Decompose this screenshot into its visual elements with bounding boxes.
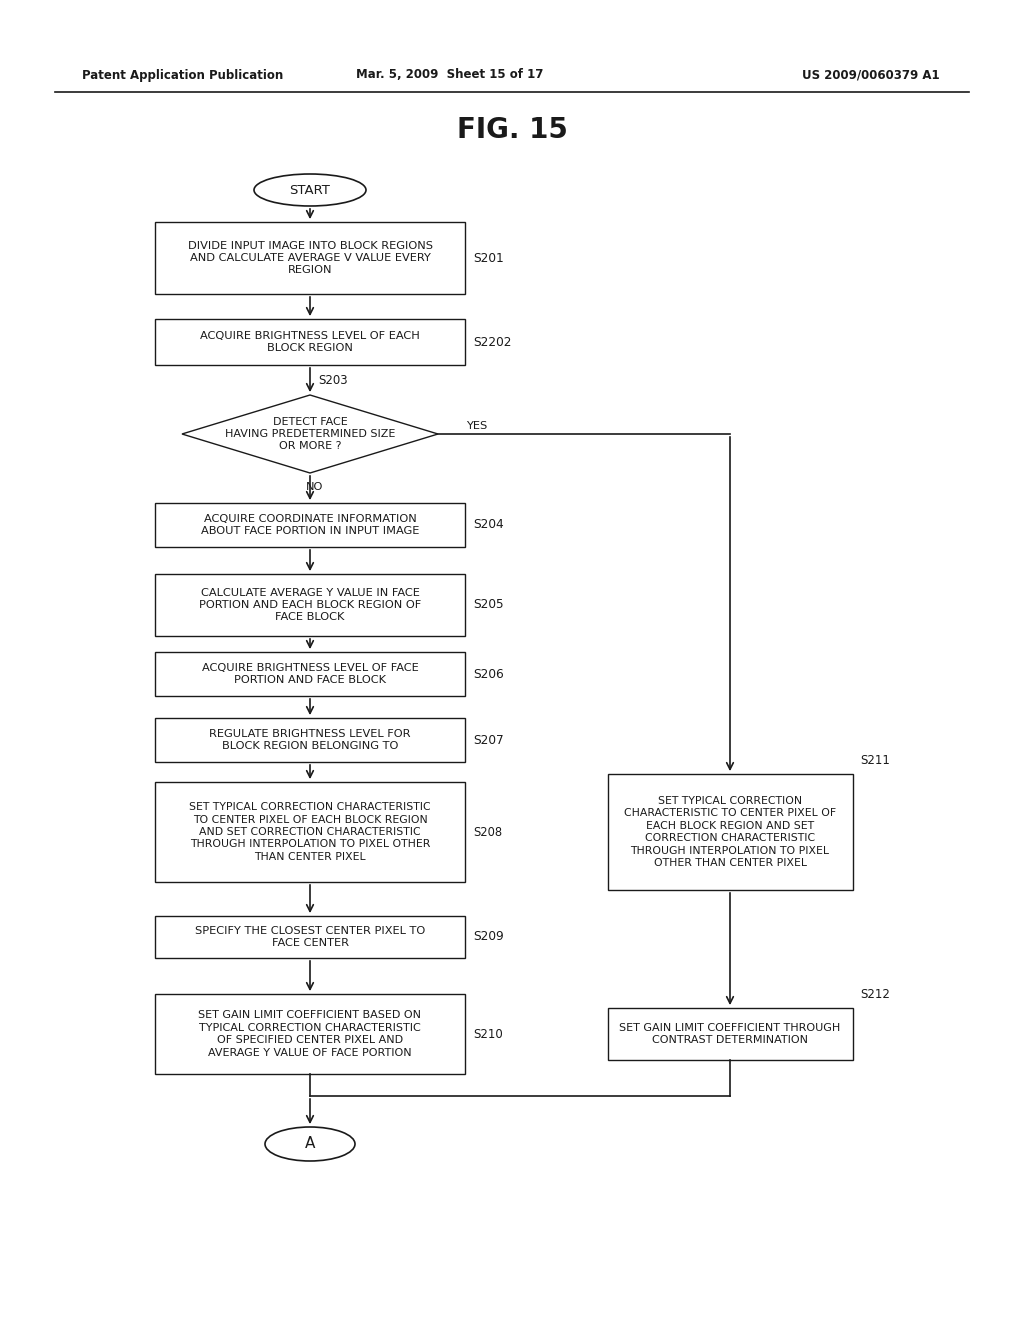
Text: FIG. 15: FIG. 15 [457, 116, 567, 144]
Text: DETECT FACE
HAVING PREDETERMINED SIZE
OR MORE ?: DETECT FACE HAVING PREDETERMINED SIZE OR… [225, 417, 395, 451]
Bar [155, 319, 465, 366]
Text: REGULATE BRIGHTNESS LEVEL FOR
BLOCK REGION BELONGING TO: REGULATE BRIGHTNESS LEVEL FOR BLOCK REGI… [209, 729, 411, 751]
Ellipse shape [254, 174, 366, 206]
Text: A: A [305, 1137, 315, 1151]
Text: S2202: S2202 [473, 335, 512, 348]
Text: S203: S203 [318, 375, 347, 388]
Text: S205: S205 [473, 598, 504, 611]
Text: S206: S206 [473, 668, 504, 681]
Bar [155, 916, 465, 958]
Text: YES: YES [466, 421, 487, 432]
Bar [607, 774, 853, 890]
Bar [155, 781, 465, 882]
Text: NO: NO [306, 482, 324, 492]
Polygon shape [182, 395, 438, 473]
Bar [155, 222, 465, 294]
Text: SPECIFY THE CLOSEST CENTER PIXEL TO
FACE CENTER: SPECIFY THE CLOSEST CENTER PIXEL TO FACE… [195, 925, 425, 948]
Text: S208: S208 [473, 825, 502, 838]
Text: SET TYPICAL CORRECTION CHARACTERISTIC
TO CENTER PIXEL OF EACH BLOCK REGION
AND S: SET TYPICAL CORRECTION CHARACTERISTIC TO… [189, 803, 431, 862]
Text: CALCULATE AVERAGE Y VALUE IN FACE
PORTION AND EACH BLOCK REGION OF
FACE BLOCK: CALCULATE AVERAGE Y VALUE IN FACE PORTIO… [199, 587, 421, 623]
Bar [155, 994, 465, 1074]
Bar [155, 574, 465, 636]
Text: S201: S201 [473, 252, 504, 264]
Text: START: START [290, 183, 331, 197]
Text: ACQUIRE BRIGHTNESS LEVEL OF EACH
BLOCK REGION: ACQUIRE BRIGHTNESS LEVEL OF EACH BLOCK R… [200, 331, 420, 354]
Bar [155, 503, 465, 546]
Text: Mar. 5, 2009  Sheet 15 of 17: Mar. 5, 2009 Sheet 15 of 17 [356, 69, 544, 82]
Text: Patent Application Publication: Patent Application Publication [82, 69, 284, 82]
Text: ACQUIRE BRIGHTNESS LEVEL OF FACE
PORTION AND FACE BLOCK: ACQUIRE BRIGHTNESS LEVEL OF FACE PORTION… [202, 663, 419, 685]
Ellipse shape [265, 1127, 355, 1162]
Text: S212: S212 [860, 987, 891, 1001]
Text: SET GAIN LIMIT COEFFICIENT THROUGH
CONTRAST DETERMINATION: SET GAIN LIMIT COEFFICIENT THROUGH CONTR… [620, 1023, 841, 1045]
Text: US 2009/0060379 A1: US 2009/0060379 A1 [803, 69, 940, 82]
Text: S211: S211 [860, 754, 891, 767]
Bar [607, 1008, 853, 1060]
Text: S207: S207 [473, 734, 504, 747]
Text: SET GAIN LIMIT COEFFICIENT BASED ON
TYPICAL CORRECTION CHARACTERISTIC
OF SPECIFI: SET GAIN LIMIT COEFFICIENT BASED ON TYPI… [199, 1010, 422, 1057]
Text: S210: S210 [473, 1027, 503, 1040]
Text: DIVIDE INPUT IMAGE INTO BLOCK REGIONS
AND CALCULATE AVERAGE V VALUE EVERY
REGION: DIVIDE INPUT IMAGE INTO BLOCK REGIONS AN… [187, 240, 432, 276]
Bar [155, 718, 465, 762]
Text: SET TYPICAL CORRECTION
CHARACTERISTIC TO CENTER PIXEL OF
EACH BLOCK REGION AND S: SET TYPICAL CORRECTION CHARACTERISTIC TO… [624, 796, 836, 869]
Text: S204: S204 [473, 519, 504, 532]
Bar [155, 652, 465, 696]
Text: S209: S209 [473, 931, 504, 944]
Text: ACQUIRE COORDINATE INFORMATION
ABOUT FACE PORTION IN INPUT IMAGE: ACQUIRE COORDINATE INFORMATION ABOUT FAC… [201, 513, 419, 536]
